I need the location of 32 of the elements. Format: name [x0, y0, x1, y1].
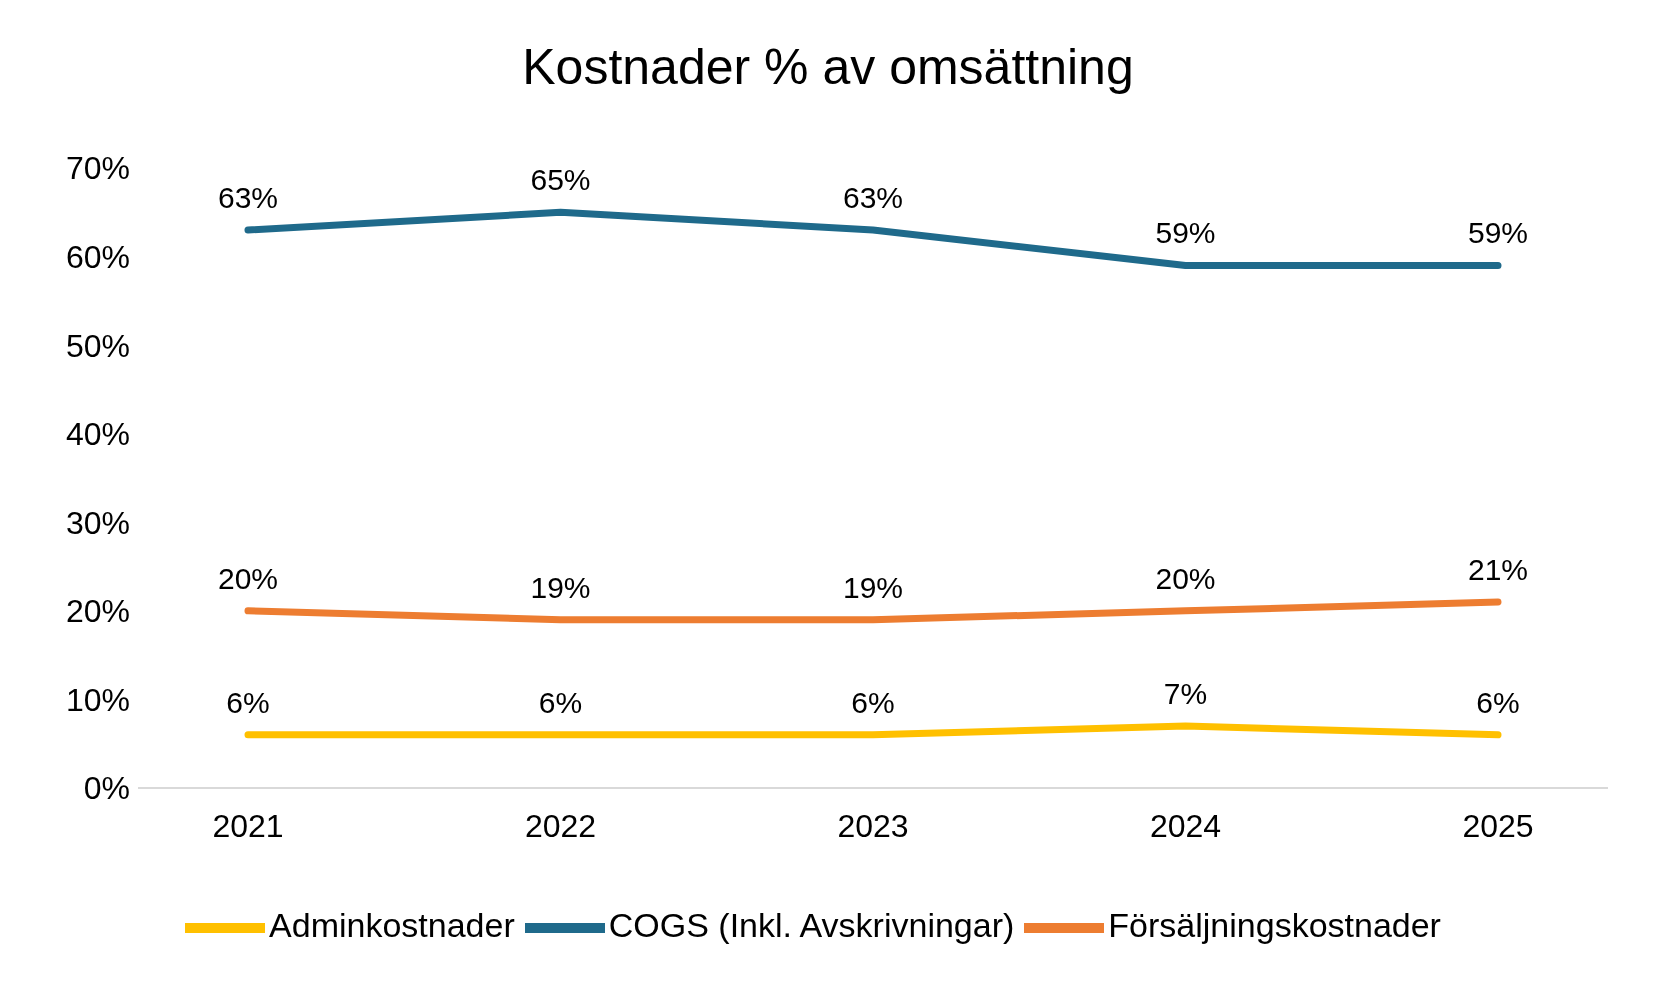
y-tick-label: 70%	[65, 150, 130, 187]
y-tick-label: 40%	[65, 416, 130, 453]
legend-label: Försäljningskostnader	[1108, 905, 1441, 944]
x-tick-label: 2025	[1462, 807, 1534, 844]
data-label: 65%	[530, 163, 591, 197]
data-label: 19%	[842, 570, 904, 604]
y-tick-label: 60%	[65, 238, 130, 275]
x-tick-label: 2022	[524, 807, 597, 844]
data-label: 7%	[1163, 677, 1208, 710]
data-label: 63%	[842, 181, 904, 214]
x-tick-label: 2023	[837, 807, 909, 844]
legend-label: Adminkostnader	[269, 905, 515, 944]
y-tick-label: 0%	[83, 770, 130, 807]
data-label: 21%	[1467, 553, 1529, 586]
data-label: 6%	[1476, 685, 1520, 719]
y-tick-label: 30%	[65, 504, 130, 541]
legend-label: COGS (Inkl. Avskrivningar)	[608, 905, 1015, 944]
x-tick-label: 2021	[212, 807, 284, 844]
y-tick-label: 10%	[65, 681, 130, 718]
data-label: 59%	[1467, 216, 1529, 250]
data-label: 19%	[530, 570, 591, 604]
y-tick-label: 50%	[65, 327, 130, 364]
y-tick-label: 20%	[65, 593, 130, 630]
data-label: 6%	[538, 685, 583, 719]
data-label: 6%	[851, 685, 895, 719]
data-label: 6%	[226, 685, 270, 719]
chart-title: Kostnader % av omsättning	[521, 38, 1135, 97]
data-label: 63%	[217, 181, 279, 214]
x-tick-label: 2024	[1149, 807, 1222, 844]
data-label: 59%	[1155, 216, 1216, 250]
data-label: 20%	[1155, 561, 1216, 595]
data-label: 20%	[217, 561, 279, 595]
